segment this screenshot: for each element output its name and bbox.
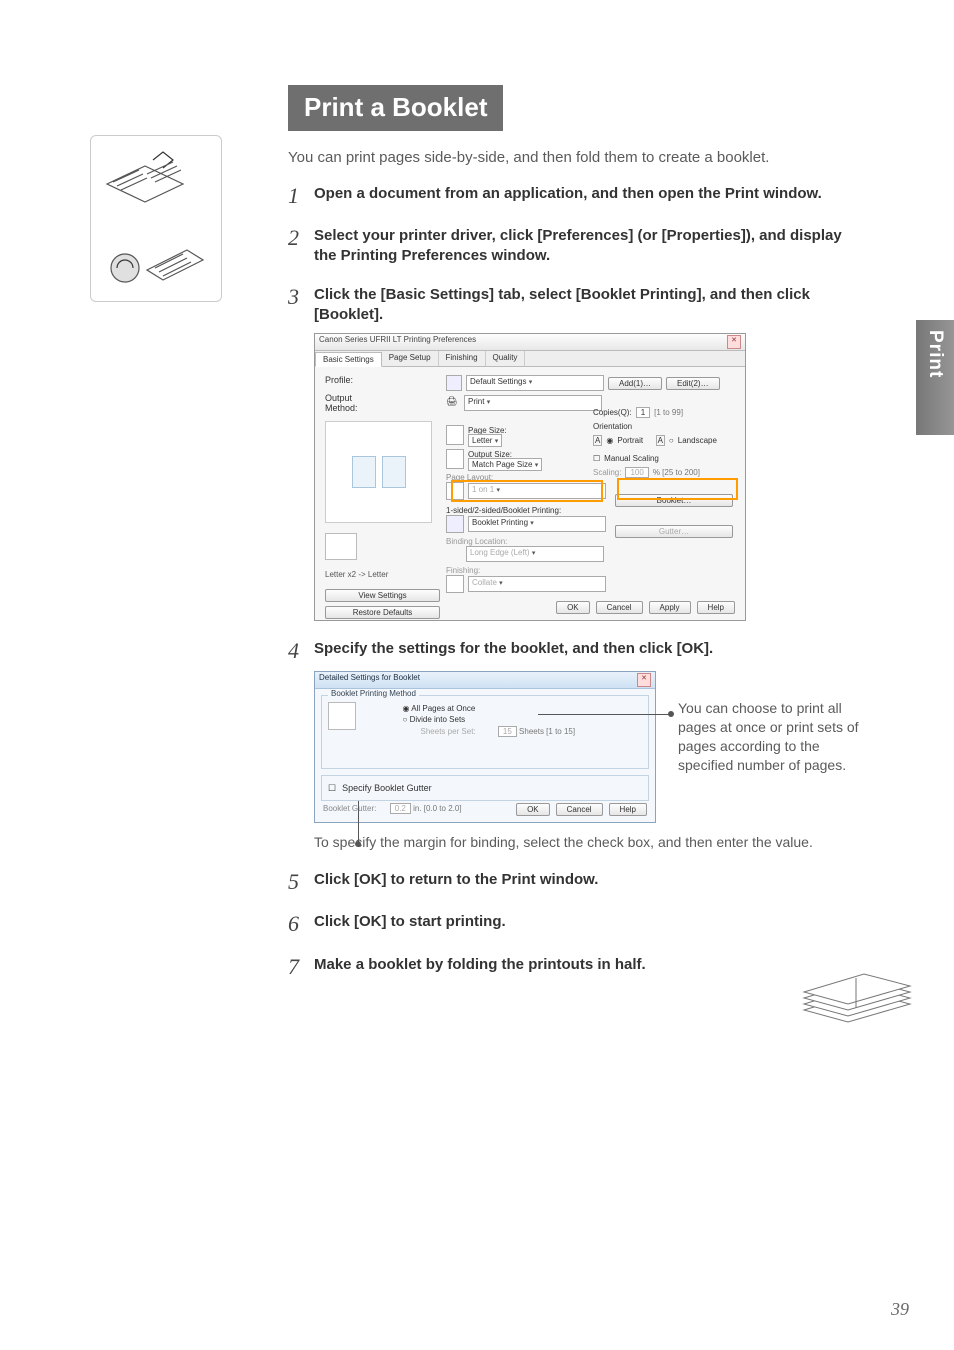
step-text: Open a document from an application, and… <box>314 184 822 204</box>
step-7: 7 Make a booklet by folding the printout… <box>288 955 843 979</box>
step-num: 6 <box>288 912 314 936</box>
output-size-dropdown[interactable]: Match Page Size ▾ <box>468 458 542 471</box>
manual-scaling-checkbox[interactable]: Manual Scaling <box>604 454 659 463</box>
booklet-detailed-settings-dialog: Detailed Settings for Booklet ✕ Booklet … <box>314 671 656 823</box>
step-text: Click the [Basic Settings] tab, select [… <box>314 285 843 326</box>
divide-sets-radio[interactable]: Divide into Sets <box>410 715 466 724</box>
help-button[interactable]: Help <box>697 601 735 614</box>
step-1: 1 Open a document from an application, a… <box>288 184 843 208</box>
callout-right: You can choose to print all pages at onc… <box>678 699 868 775</box>
cancel-button[interactable]: Cancel <box>556 803 603 816</box>
step-2: 2 Select your printer driver, click [Pre… <box>288 226 843 267</box>
tab-quality[interactable]: Quality <box>486 351 526 366</box>
side-tab-label: Print <box>916 320 954 388</box>
step-text: Select your printer driver, click [Prefe… <box>314 226 843 267</box>
add-button[interactable]: Add(1)… <box>608 377 662 390</box>
gutter-range: in. [0.0 to 2.0] <box>413 804 461 813</box>
folded-paper-illustration <box>794 958 914 1026</box>
specify-gutter-checkbox[interactable]: Specify Booklet Gutter <box>342 783 432 793</box>
scaling-range: % [25 to 200] <box>653 468 700 477</box>
booklet-icon <box>446 515 464 533</box>
step-3: 3 Click the [Basic Settings] tab, select… <box>288 285 843 326</box>
all-pages-radio[interactable]: All Pages at Once <box>411 704 475 713</box>
output-size-icon <box>446 449 464 469</box>
profile-dropdown[interactable]: Default Settings ▾ <box>466 375 604 391</box>
help-button[interactable]: Help <box>609 803 647 816</box>
step-num: 5 <box>288 870 314 894</box>
step-num: 2 <box>288 226 314 250</box>
gutter-label: Booklet Gutter: <box>323 804 376 813</box>
view-settings-button[interactable]: View Settings <box>325 589 440 602</box>
printing-preferences-dialog: Canon Series UFRII LT Printing Preferenc… <box>314 333 746 621</box>
step-5: 5 Click [OK] to return to the Print wind… <box>288 870 843 894</box>
step-text: Make a booklet by folding the printouts … <box>314 955 646 975</box>
tab-basic-settings[interactable]: Basic Settings <box>315 352 382 367</box>
gutter-button[interactable]: Gutter… <box>615 525 733 538</box>
ok-button[interactable]: OK <box>556 601 590 614</box>
booklet-preview-thumb <box>325 533 357 560</box>
portrait-radio[interactable]: Portrait <box>617 436 643 445</box>
page-size-dropdown[interactable]: Letter ▾ <box>468 434 502 447</box>
edit-button[interactable]: Edit(2)… <box>666 377 720 390</box>
output-method-dropdown[interactable]: Print ▾ <box>464 395 602 411</box>
finishing-label: Finishing: <box>446 566 735 575</box>
finishing-dropdown[interactable]: Collate ▾ <box>468 576 606 592</box>
layout-icon <box>446 482 464 500</box>
close-icon[interactable]: ✕ <box>727 335 741 349</box>
callout-line-vert <box>358 801 360 843</box>
tab-page-setup[interactable]: Page Setup <box>382 351 439 366</box>
page-number: 39 <box>891 1299 909 1320</box>
binding-dropdown[interactable]: Long Edge (Left) ▾ <box>466 546 604 562</box>
intro-text: You can print pages side-by-side, and th… <box>288 149 843 166</box>
output-method-label: Output Method: <box>325 393 381 413</box>
profile-label: Profile: <box>325 375 381 385</box>
step-6: 6 Click [OK] to start printing. <box>288 912 843 936</box>
booklet-button[interactable]: Booklet… <box>615 494 733 507</box>
close-icon[interactable]: ✕ <box>637 673 651 687</box>
page-title: Print a Booklet <box>288 85 503 131</box>
booklet-method-icon <box>328 702 356 730</box>
tab-finishing[interactable]: Finishing <box>439 351 486 366</box>
sheets-per-set-label: Sheets per Set: <box>421 727 476 736</box>
print-icon: 🖨 <box>446 396 460 410</box>
tab-strip: Basic Settings Page Setup Finishing Qual… <box>315 351 745 367</box>
sheets-per-set-input[interactable]: 15 <box>498 726 517 737</box>
copies-input[interactable]: 1 <box>636 407 650 418</box>
landscape-radio[interactable]: Landscape <box>678 436 717 445</box>
page-size-icon <box>446 425 464 445</box>
step-num: 1 <box>288 184 314 208</box>
step-num: 7 <box>288 955 314 979</box>
step-text: Specify the settings for the booklet, an… <box>314 639 713 659</box>
page-layout-dropdown[interactable]: 1 on 1 ▾ <box>468 483 606 499</box>
preview-caption: Letter x2 -> Letter <box>325 570 440 579</box>
page-preview <box>325 421 432 523</box>
side-tab: Print <box>916 320 954 435</box>
ok-button[interactable]: OK <box>516 803 550 816</box>
booklet-dialog-title: Detailed Settings for Booklet <box>319 673 420 687</box>
finishing-icon <box>446 575 464 593</box>
restore-defaults-button[interactable]: Restore Defaults <box>325 606 440 619</box>
scaling-input[interactable]: 100 <box>625 467 648 478</box>
group-label: Booklet Printing Method <box>328 689 419 698</box>
sided-dropdown[interactable]: Booklet Printing ▾ <box>468 516 606 532</box>
gutter-input[interactable]: 0.2 <box>390 803 411 814</box>
apply-button[interactable]: Apply <box>649 601 691 614</box>
step-text: Click [OK] to return to the Print window… <box>314 870 598 890</box>
orientation-label: Orientation <box>593 422 733 431</box>
callout-line <box>538 714 671 715</box>
cancel-button[interactable]: Cancel <box>596 601 643 614</box>
callout-bottom: To specify the margin for binding, selec… <box>314 833 843 852</box>
profile-icon <box>446 375 462 391</box>
scaling-label: Scaling: <box>593 468 621 477</box>
dialog-title: Canon Series UFRII LT Printing Preferenc… <box>319 335 476 349</box>
step-num: 3 <box>288 285 314 309</box>
sheets-range: Sheets [1 to 15] <box>519 727 575 736</box>
step-text: Click [OK] to start printing. <box>314 912 506 932</box>
side-illustration <box>90 135 222 302</box>
step-num: 4 <box>288 639 314 663</box>
copies-label: Copies(Q): <box>593 408 632 417</box>
copies-range: [1 to 99] <box>654 408 683 417</box>
step-4: 4 Specify the settings for the booklet, … <box>288 639 843 663</box>
